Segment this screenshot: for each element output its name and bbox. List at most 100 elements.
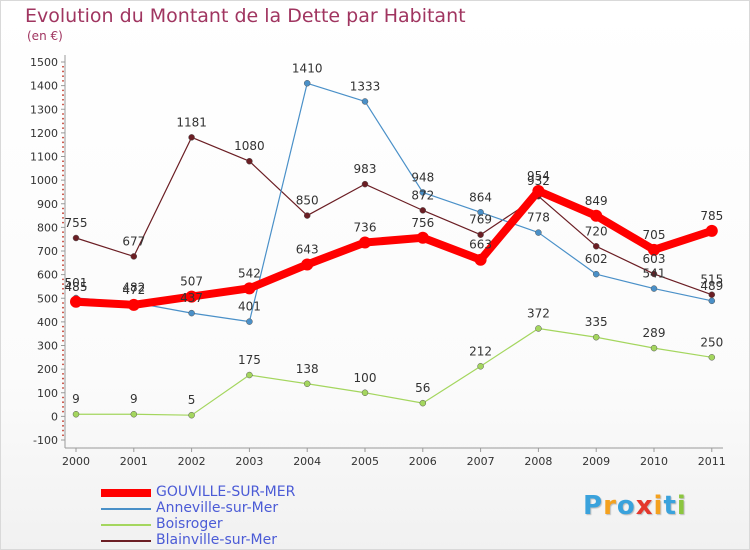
data-label: 482 — [122, 281, 145, 295]
y-minor-tick — [62, 264, 64, 267]
y-minor-tick — [62, 136, 64, 139]
y-minor-tick — [62, 420, 64, 422]
x-tick-label: 2010 — [640, 455, 668, 468]
logo-letter: o — [616, 491, 636, 521]
data-label: 954 — [527, 169, 550, 183]
y-minor-tick — [62, 235, 64, 238]
legend-swatch — [101, 489, 151, 497]
data-point — [477, 363, 484, 370]
y-minor-tick — [62, 339, 64, 342]
data-point — [72, 410, 80, 418]
data-point — [361, 98, 369, 105]
data-point — [246, 157, 253, 165]
data-point — [474, 253, 487, 266]
y-minor-tick — [62, 269, 64, 271]
y-minor-tick — [62, 75, 64, 78]
y-minor-tick — [62, 240, 64, 243]
y-tick-label: 700 — [37, 245, 58, 258]
data-point — [127, 298, 140, 311]
data-point — [70, 295, 82, 308]
y-minor-tick — [62, 231, 64, 234]
data-point — [72, 234, 80, 242]
data-label: 489 — [700, 279, 723, 293]
y-tick-label: 900 — [37, 198, 58, 211]
y-minor-tick — [62, 406, 64, 408]
y-minor-tick — [62, 354, 64, 356]
y-tick-label: 800 — [37, 221, 58, 234]
logo-letter: i — [676, 491, 687, 521]
logo-letter: i — [653, 491, 664, 521]
data-label: 983 — [354, 162, 377, 176]
x-tick-label: 2001 — [120, 455, 148, 468]
y-minor-tick — [62, 193, 64, 196]
y-minor-tick — [62, 292, 64, 295]
data-label: 485 — [65, 280, 88, 294]
y-minor-tick — [62, 146, 64, 148]
logo-letter: P — [583, 491, 604, 521]
logo-letter: t — [663, 491, 677, 521]
data-point — [477, 209, 484, 216]
x-tick-label: 2003 — [235, 455, 263, 468]
data-point — [361, 180, 369, 188]
y-minor-tick — [62, 65, 64, 68]
data-point — [359, 236, 371, 249]
data-label: 372 — [527, 306, 550, 320]
data-label: 335 — [585, 315, 608, 329]
data-point — [535, 229, 542, 236]
y-tick-label: 600 — [37, 269, 58, 282]
data-label: 100 — [354, 371, 377, 385]
y-minor-tick — [62, 429, 64, 432]
y-minor-tick — [62, 98, 64, 101]
y-tick-label: 300 — [37, 340, 58, 353]
data-label: 515 — [700, 273, 723, 287]
x-tick-label: 2002 — [178, 455, 206, 468]
data-label: 864 — [469, 190, 492, 204]
y-minor-tick — [62, 325, 64, 328]
y-minor-tick — [62, 89, 64, 92]
data-point — [477, 231, 484, 238]
data-point — [592, 243, 600, 250]
legend-label: GOUVILLE-SUR-MER — [156, 484, 296, 500]
data-point — [301, 258, 314, 271]
y-minor-tick — [62, 217, 64, 219]
data-label: 603 — [643, 252, 666, 266]
y-minor-tick — [62, 94, 64, 96]
y-minor-tick — [62, 221, 64, 224]
data-point — [532, 184, 545, 197]
data-label: 720 — [585, 224, 608, 238]
x-tick-label: 2004 — [293, 455, 321, 468]
data-label: 1080 — [234, 139, 265, 153]
y-tick-label: 1100 — [30, 151, 58, 164]
y-minor-tick — [62, 358, 64, 361]
x-tick-label: 2011 — [698, 455, 726, 468]
data-label: 501 — [65, 276, 88, 290]
data-point — [188, 309, 195, 317]
data-label: 677 — [122, 234, 145, 248]
y-minor-tick — [62, 311, 64, 314]
y-minor-tick — [62, 396, 64, 399]
y-minor-tick — [62, 349, 64, 352]
y-minor-tick — [62, 113, 64, 115]
series-line — [72, 186, 716, 309]
y-minor-tick — [62, 188, 64, 191]
y-minor-tick — [62, 150, 64, 153]
legend-item: Boisroger — [101, 516, 401, 533]
y-tick-label: 1000 — [30, 174, 58, 187]
logo-letter: r — [603, 491, 617, 521]
data-point — [535, 325, 542, 332]
data-label: 932 — [527, 174, 550, 188]
data-point — [361, 389, 369, 396]
data-label: 9 — [72, 392, 80, 406]
data-label: 736 — [354, 220, 377, 234]
data-label: 778 — [527, 211, 550, 225]
series-anneville-sur-mer — [72, 80, 716, 325]
y-minor-tick — [62, 330, 64, 333]
data-label: 138 — [296, 362, 319, 376]
y-tick-label: 1400 — [30, 80, 58, 93]
data-point — [419, 189, 427, 196]
legend-item: Blainville-sur-Mer — [101, 532, 401, 549]
y-minor-tick — [62, 141, 64, 144]
data-label: 542 — [238, 266, 261, 280]
x-tick-label: 2009 — [582, 455, 610, 468]
legend-label: Anneville-sur-Mer — [156, 500, 279, 516]
